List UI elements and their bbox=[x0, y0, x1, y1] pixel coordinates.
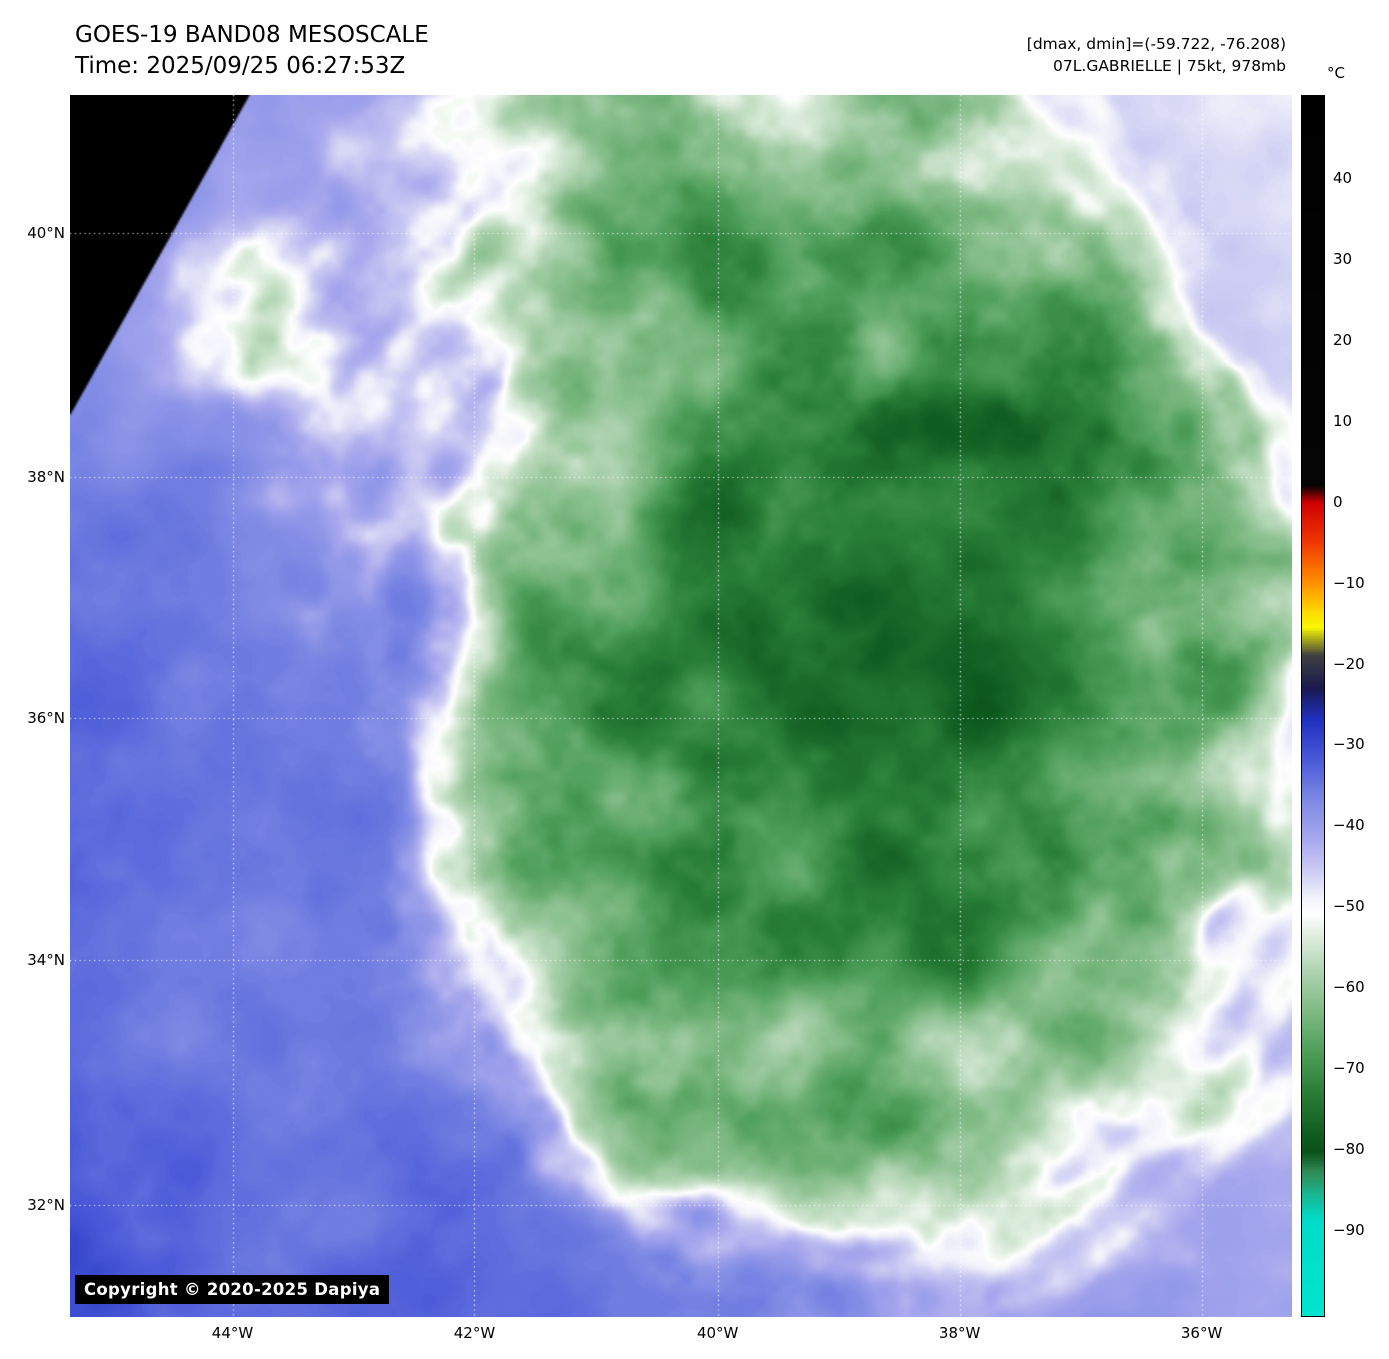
colorbar-tick-label: −20 bbox=[1333, 654, 1365, 673]
storm-info-text: 07L.GABRIELLE | 75kt, 978mb bbox=[1053, 57, 1286, 75]
colorbar-tick-label: −60 bbox=[1333, 978, 1365, 997]
lat-label: 40°N bbox=[27, 224, 65, 243]
colorbar-tick-label: −90 bbox=[1333, 1220, 1365, 1239]
figure-meta: [dmax, dmin]=(-59.722, -76.208) 07L.GABR… bbox=[1027, 33, 1286, 77]
copyright-badge: Copyright © 2020-2025 Dapiya bbox=[75, 1275, 390, 1304]
colorbar bbox=[1301, 95, 1325, 1317]
latlon-grid-canvas bbox=[70, 95, 1292, 1317]
colorbar-tick-label: 30 bbox=[1333, 250, 1353, 269]
colorbar-tick-label: 10 bbox=[1333, 411, 1353, 430]
colorbar-gradient-canvas bbox=[1302, 96, 1324, 1316]
colorbar-tick-label: 0 bbox=[1333, 492, 1343, 511]
map-plot: Copyright © 2020-2025 Dapiya bbox=[70, 95, 1292, 1317]
colorbar-tick-label: −30 bbox=[1333, 735, 1365, 754]
figure-title: GOES-19 BAND08 MESOSCALE bbox=[75, 22, 429, 48]
lon-label: 42°W bbox=[453, 1324, 496, 1342]
lon-label: 36°W bbox=[1180, 1324, 1223, 1342]
colorbar-tick-label: −10 bbox=[1333, 573, 1365, 592]
lat-label: 34°N bbox=[27, 951, 65, 970]
colorbar-tick-label: 20 bbox=[1333, 331, 1353, 350]
colorbar-tick-label: −80 bbox=[1333, 1139, 1365, 1158]
colorbar-unit-label: °C bbox=[1327, 64, 1345, 82]
dmax-dmin-text: [dmax, dmin]=(-59.722, -76.208) bbox=[1026, 35, 1286, 53]
lon-label: 40°W bbox=[696, 1324, 739, 1342]
colorbar-tick-label: −70 bbox=[1333, 1058, 1365, 1077]
lat-label: 38°N bbox=[27, 468, 65, 487]
lat-label: 32°N bbox=[27, 1195, 65, 1214]
lon-label: 44°W bbox=[211, 1324, 254, 1342]
lat-label: 36°N bbox=[27, 709, 65, 728]
colorbar-tick-label: −50 bbox=[1333, 897, 1365, 916]
colorbar-tick-label: 40 bbox=[1333, 169, 1353, 188]
lon-label: 38°W bbox=[938, 1324, 981, 1342]
figure-time: Time: 2025/09/25 06:27:53Z bbox=[75, 53, 406, 79]
colorbar-tick-label: −40 bbox=[1333, 816, 1365, 835]
